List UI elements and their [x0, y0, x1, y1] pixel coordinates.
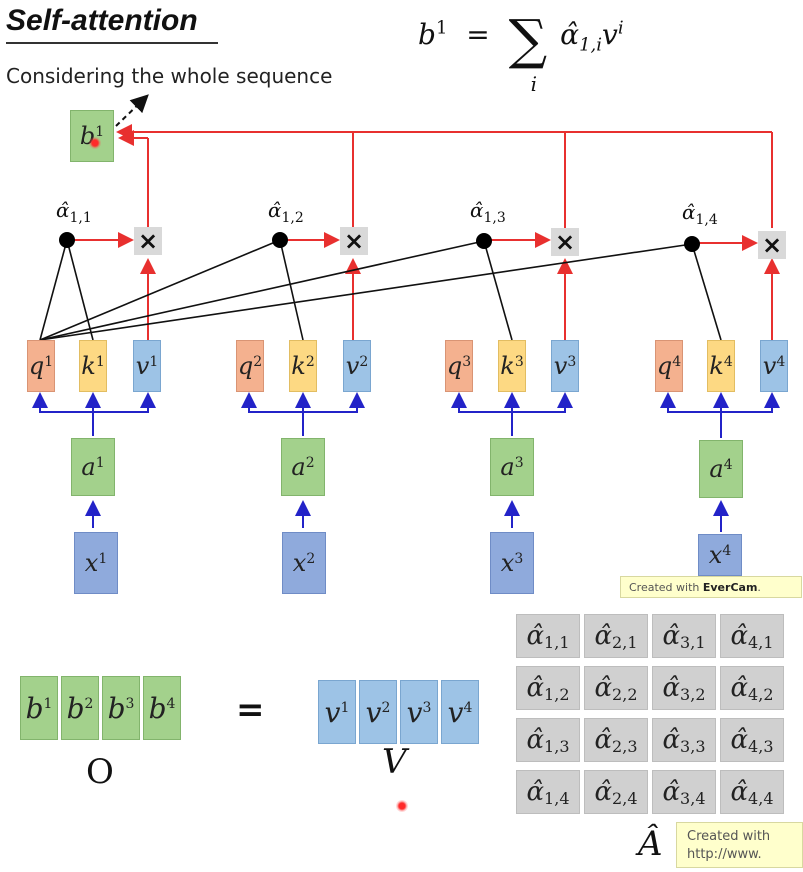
page-title: Self-attention [6, 4, 198, 37]
matrix-cell: α̂ 3,2 [652, 666, 716, 710]
matrix-cell: α̂ 4,1 [720, 614, 784, 658]
matrix-cell: α̂ 1,3 [516, 718, 580, 762]
formula-lhs: b1 [418, 18, 448, 52]
multiply-icon: × [134, 227, 162, 255]
alpha-dot-3 [476, 233, 492, 249]
attention-lines [39, 239, 722, 341]
sigma-icon: ∑ i [508, 8, 548, 97]
alpha-label-4: α̂1,4 [682, 200, 718, 228]
alpha-dot-2 [272, 232, 288, 248]
alpha-dot-1 [59, 232, 75, 248]
alpha-label-1: α̂1,1 [56, 198, 92, 226]
multiply-icon: × [758, 231, 786, 259]
dashed-arrow [115, 94, 149, 127]
matrix-cell: α̂ 4,2 [720, 666, 784, 710]
multiply-icon: × [551, 228, 579, 256]
alpha-label-2: α̂1,2 [268, 198, 304, 226]
alpha-label-3: α̂1,3 [470, 198, 506, 226]
red-sum-lines [72, 124, 780, 340]
formula-term: α̂1,ivi [560, 18, 624, 56]
matrix-cell: α̂ 4,3 [720, 718, 784, 762]
matrix-cell: α̂ 2,4 [584, 770, 648, 814]
alpha-dots [59, 232, 700, 252]
evercam-watermark: Created with EverCam. [620, 576, 802, 598]
matrix-cell: α̂ 2,2 [584, 666, 648, 710]
matrix-cell: α̂ 1,1 [516, 614, 580, 658]
cursor-dot [89, 137, 101, 149]
alpha-dot-4 [684, 236, 700, 252]
matrix-cell: α̂ 2,1 [584, 614, 648, 658]
multiply-icon: × [340, 227, 368, 255]
label-A-hat: Â [638, 824, 663, 864]
equals-sign: = [236, 690, 265, 730]
sum-formula: b1 = ∑ i α̂1,ivi [418, 8, 624, 97]
label-O: O [86, 752, 114, 792]
blue-arrows [32, 392, 780, 532]
matrix-cell: α̂ 3,4 [652, 770, 716, 814]
matrix-cell: α̂ 3,3 [652, 718, 716, 762]
cursor-dot [396, 800, 408, 812]
matrix-cell: α̂ 3,1 [652, 614, 716, 658]
formula-equals: = [466, 18, 490, 52]
label-V: V [382, 742, 407, 782]
title-underline [6, 42, 218, 44]
matrix-cell: α̂ 1,2 [516, 666, 580, 710]
matrix-cell: α̂ 2,3 [584, 718, 648, 762]
subtitle: Considering the whole sequence [6, 64, 333, 88]
matrix-cell: α̂ 1,4 [516, 770, 580, 814]
matrix-cell: α̂ 4,4 [720, 770, 784, 814]
evercam-watermark-2: Created with http://www. [676, 822, 803, 868]
